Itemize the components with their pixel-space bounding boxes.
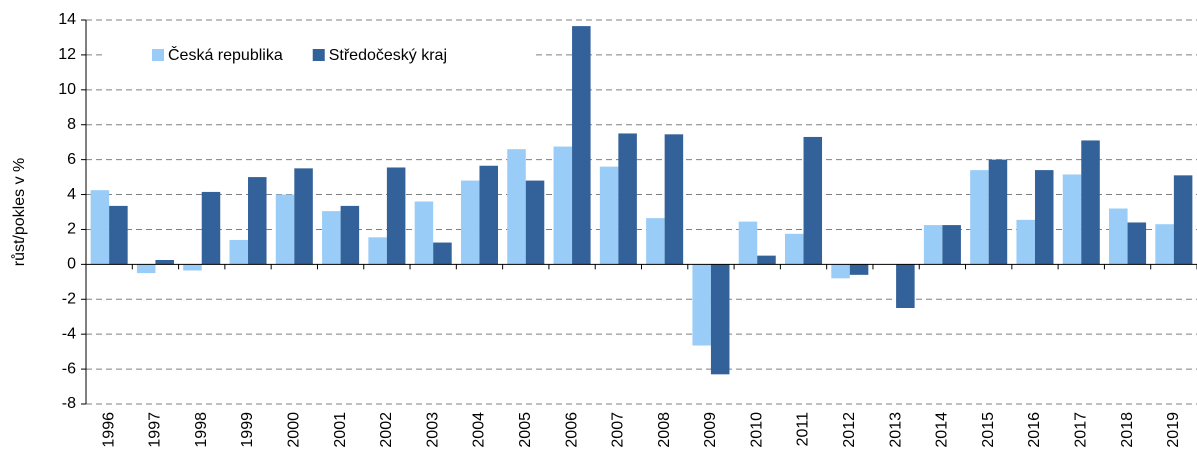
x-tick-label: 2013 <box>887 412 904 448</box>
bar <box>1173 175 1193 265</box>
y-tick-label: 2 <box>67 221 76 238</box>
y-tick-label: 12 <box>58 46 76 63</box>
bar <box>201 191 221 265</box>
x-tick-label: 2008 <box>656 412 673 448</box>
legend-label: Česká republika <box>168 45 283 64</box>
bar <box>1034 170 1054 265</box>
x-tick-label: 2007 <box>610 412 627 448</box>
bar <box>368 237 387 265</box>
y-tick-label: 14 <box>58 11 76 28</box>
y-tick-label: -4 <box>62 325 76 342</box>
bar <box>479 165 498 265</box>
bar <box>942 225 961 265</box>
y-axis-label: růst/pokles v % <box>10 158 28 266</box>
x-tick-label: 2005 <box>517 412 534 448</box>
bar <box>664 134 684 265</box>
y-tick-label: 10 <box>58 81 76 98</box>
bar <box>340 205 360 265</box>
x-tick-label: 2002 <box>378 412 395 448</box>
bar <box>1109 208 1128 265</box>
y-tick-label: 0 <box>67 256 76 273</box>
bar <box>923 225 943 265</box>
x-tick-label: 2017 <box>1072 412 1089 448</box>
bar <box>109 205 128 265</box>
legend-label: Středočeský kraj <box>329 47 447 64</box>
x-tick-label: 2019 <box>1165 412 1182 448</box>
bar <box>1081 140 1100 265</box>
x-tick-label: 2011 <box>795 412 812 447</box>
bar <box>988 159 1008 265</box>
bar <box>1155 224 1174 265</box>
bar <box>136 264 156 274</box>
bar <box>275 194 295 265</box>
bar <box>248 177 267 265</box>
x-tick-label: 2018 <box>1119 412 1136 448</box>
x-tick-label: 2014 <box>934 412 951 448</box>
bar <box>646 218 665 265</box>
bar <box>90 190 110 265</box>
bar <box>1016 219 1035 265</box>
bar <box>599 166 619 265</box>
y-tick-label: -2 <box>62 290 76 307</box>
bar <box>572 26 591 265</box>
x-tick-label: 2010 <box>748 412 765 448</box>
bar <box>507 149 526 265</box>
bar <box>618 133 637 265</box>
bar <box>1062 174 1082 265</box>
bar <box>183 264 202 271</box>
bar <box>831 264 850 279</box>
bar <box>849 264 869 275</box>
legend-swatch <box>152 49 164 61</box>
bar <box>229 239 249 265</box>
x-tick-label: 1998 <box>193 412 210 448</box>
legend-swatch <box>312 49 325 61</box>
bar <box>1127 222 1147 265</box>
x-tick-label: 2009 <box>702 412 719 448</box>
bar <box>896 264 915 308</box>
bar <box>970 170 989 265</box>
bar <box>155 260 174 265</box>
bar <box>553 146 573 265</box>
bar <box>433 242 452 265</box>
x-tick-label: 1999 <box>239 412 256 448</box>
y-tick-label: 6 <box>67 151 76 168</box>
x-tick-label: 2015 <box>980 412 997 448</box>
x-tick-label: 2001 <box>332 412 349 448</box>
bar <box>386 167 406 265</box>
y-tick-label: -8 <box>62 395 76 412</box>
x-tick-label: 2000 <box>286 412 303 448</box>
x-tick-label: 1996 <box>100 412 117 448</box>
bar <box>294 168 313 265</box>
bar <box>785 233 804 265</box>
y-tick-label: -6 <box>62 360 76 377</box>
bar <box>710 264 730 375</box>
bar <box>525 180 545 265</box>
x-tick-label: 2006 <box>563 412 580 448</box>
y-tick-label: 8 <box>67 116 76 133</box>
bar <box>757 255 776 265</box>
bar <box>738 221 758 265</box>
x-tick-label: 2003 <box>424 412 441 448</box>
bar <box>692 264 711 346</box>
y-tick-label: 4 <box>67 186 76 203</box>
bar <box>803 136 823 265</box>
x-tick-label: 1997 <box>147 412 164 448</box>
bar <box>414 201 434 265</box>
x-tick-label: 2004 <box>471 412 488 448</box>
x-tick-label: 2012 <box>841 412 858 448</box>
bar <box>460 180 480 265</box>
bar <box>322 211 341 265</box>
x-tick-label: 2016 <box>1026 412 1043 448</box>
